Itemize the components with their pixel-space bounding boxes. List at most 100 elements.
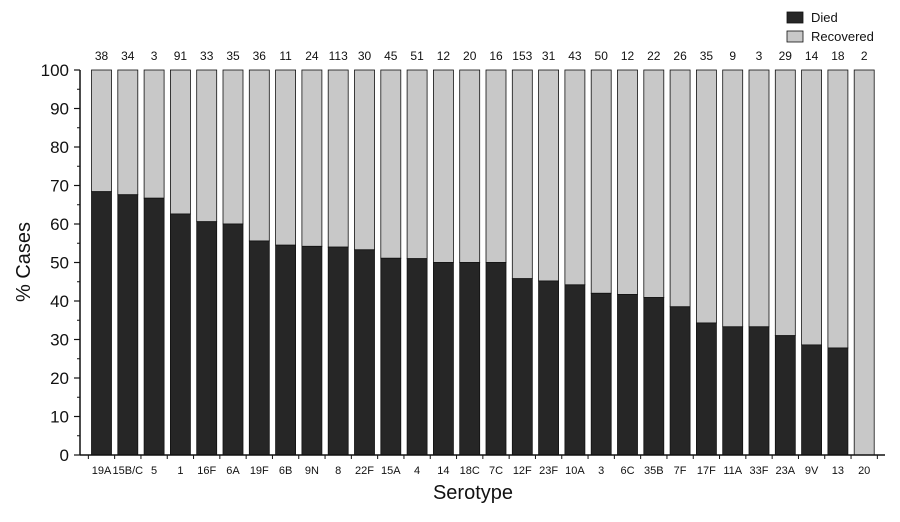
- x-tick-label: 15B/C: [113, 465, 144, 477]
- bar-segment-died: [169, 213, 191, 456]
- case-count-label: 38: [95, 49, 109, 63]
- bar-segment-died: [748, 326, 770, 456]
- bar-segment-died: [590, 292, 612, 456]
- x-tick-label: 16F: [197, 465, 216, 477]
- bar-segment-died: [196, 221, 218, 456]
- bar-segment-died: [564, 284, 586, 456]
- bar-segment-recovered: [801, 69, 822, 346]
- y-tick-label: 70: [50, 177, 69, 196]
- x-tick-label: 3: [598, 465, 604, 477]
- bar-segment-recovered: [696, 69, 717, 324]
- case-count-label: 26: [673, 49, 687, 63]
- bar-segment-died: [696, 322, 717, 456]
- case-count-label: 45: [384, 49, 398, 63]
- x-tick-label: 10A: [565, 465, 585, 477]
- y-tick-label: 0: [60, 446, 69, 465]
- bar-segment-died: [406, 258, 428, 456]
- case-count-label: 43: [568, 49, 582, 63]
- bar-segment-recovered: [406, 69, 428, 260]
- case-count-label: 24: [305, 49, 319, 63]
- bars-layer: [91, 69, 875, 456]
- y-tick-label: 10: [50, 408, 69, 427]
- case-count-label: 153: [512, 49, 532, 63]
- bar-segment-recovered: [564, 69, 586, 286]
- y-tick-label: 60: [50, 215, 69, 234]
- case-count-label: 35: [226, 49, 240, 63]
- bar-segment-died: [275, 244, 297, 456]
- x-tick-label: 19F: [250, 465, 269, 477]
- case-count-label: 12: [437, 49, 451, 63]
- case-count-label: 2: [861, 49, 868, 63]
- legend-swatch: [786, 30, 804, 43]
- bar-segment-died: [511, 278, 533, 456]
- bar-segment-died: [301, 245, 323, 456]
- bar-segment-recovered: [722, 69, 744, 328]
- case-count-label: 16: [489, 49, 503, 63]
- x-tick-label: 5: [151, 465, 157, 477]
- bar-segment-recovered: [459, 69, 481, 263]
- x-tick-label: 6C: [620, 465, 634, 477]
- x-tick-label: 18C: [460, 465, 480, 477]
- bar-segment-recovered: [538, 69, 559, 282]
- bar-segment-died: [432, 262, 454, 456]
- case-count-label: 3: [151, 49, 158, 63]
- x-tick-label: 15A: [381, 465, 401, 477]
- case-count-label: 91: [174, 49, 188, 63]
- bar-segment-died: [669, 306, 691, 456]
- bar-segment-recovered: [117, 69, 139, 196]
- case-count-label: 33: [200, 49, 214, 63]
- case-count-label: 34: [121, 49, 135, 63]
- case-count-label: 18: [831, 49, 845, 63]
- bar-segment-recovered: [643, 69, 665, 298]
- case-count-label: 31: [542, 49, 556, 63]
- case-count-label: 3: [756, 49, 763, 63]
- y-tick-label: 40: [50, 292, 69, 311]
- bar-segment-recovered: [301, 69, 323, 247]
- x-tick-label: 11A: [723, 465, 742, 477]
- bar-segment-recovered: [169, 69, 191, 215]
- bar-segment-died: [538, 280, 559, 456]
- x-tick-label: 12F: [513, 465, 532, 477]
- y-tick-label: 50: [50, 254, 69, 273]
- bar-segment-recovered: [432, 69, 454, 263]
- bar-segment-recovered: [748, 69, 770, 328]
- x-tick-label: 9V: [805, 465, 819, 477]
- legend-swatch: [786, 11, 804, 24]
- bar-segment-died: [774, 335, 796, 456]
- bar-segment-recovered: [143, 69, 165, 199]
- bar-segment-died: [327, 246, 349, 456]
- x-tick-label: 17F: [697, 465, 716, 477]
- bar-segment-recovered: [669, 69, 691, 308]
- y-axis-title: % Cases: [13, 222, 35, 302]
- case-count-label: 29: [779, 49, 793, 63]
- x-tick-label: 8: [335, 465, 341, 477]
- case-count-label: 9: [729, 49, 736, 63]
- bar-segment-recovered: [248, 69, 270, 242]
- x-tick-label: 7C: [489, 465, 503, 477]
- case-count-label: 36: [253, 49, 267, 63]
- bar-segment-died: [248, 240, 270, 456]
- axes-layer: [74, 69, 885, 459]
- bar-segment-recovered: [511, 69, 533, 280]
- x-axis-title: Serotype: [433, 482, 513, 504]
- x-tick-label: 23A: [776, 465, 796, 477]
- bar-segment-recovered: [774, 69, 796, 337]
- bar-segment-died: [722, 326, 744, 456]
- case-count-label: 12: [621, 49, 635, 63]
- bar-segment-recovered: [91, 69, 112, 193]
- case-count-label: 51: [410, 49, 424, 63]
- y-tick-label: 30: [50, 331, 69, 350]
- bar-segment-recovered: [485, 69, 507, 263]
- x-tick-label: 9N: [305, 465, 319, 477]
- bar-segment-died: [354, 249, 375, 456]
- legend-label: Recovered: [811, 29, 874, 44]
- case-count-label: 11: [279, 49, 292, 63]
- legend-label: Died: [811, 10, 838, 25]
- y-tick-label: 20: [50, 369, 69, 388]
- bar-segment-died: [617, 294, 638, 456]
- case-count-label: 35: [700, 49, 714, 63]
- bar-segment-recovered: [327, 69, 349, 248]
- case-count-label: 113: [329, 49, 348, 63]
